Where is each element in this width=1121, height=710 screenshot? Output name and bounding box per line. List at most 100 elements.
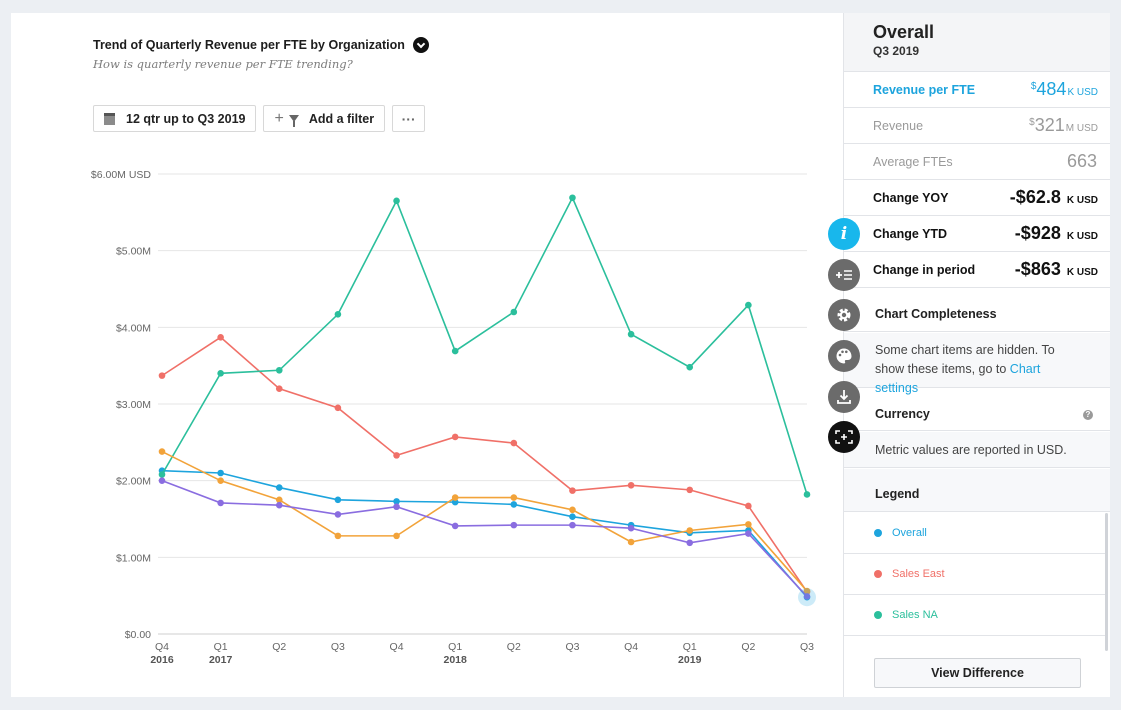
palette-icon[interactable] [828,340,860,372]
data-point [393,503,400,511]
metric-value: -$863 K USD [1014,259,1098,279]
data-point [158,372,166,379]
metric-change-yoy[interactable]: Change YOY -$62.8 K USD [844,180,1110,216]
chart-settings-link[interactable]: Chart settings [875,362,1041,395]
filter-icon [288,115,299,127]
more-options-button[interactable]: ··· [392,105,426,132]
date-range-button[interactable]: 12 qtr up to Q3 2019 [93,105,257,132]
metric-value: $321M USD [1029,115,1098,135]
chevron-down-icon[interactable] [412,37,429,53]
x-tick-label: Q4 [155,641,169,653]
series-line [161,195,808,495]
metric-value: 663 [1066,151,1097,171]
data-point [569,506,576,514]
data-point [510,439,518,447]
data-point [393,452,400,459]
legend-label: Sales East [892,568,945,580]
help-icon[interactable]: ? [1083,410,1093,420]
metric-revenue-per-fte[interactable]: Revenue per FTE $484K USD [844,72,1110,108]
y-tick-label: $6.00M USD [91,169,152,181]
currency-heading-label: Currency [875,407,930,421]
metric-label: Revenue [873,118,924,133]
legend-label: Sales NA [892,609,938,621]
chart-toolbar: 12 qtr up to Q3 2019 + Add a filter ··· [93,105,426,132]
data-point [627,330,635,338]
currency-heading: Currency ? [844,389,1110,431]
data-point [803,491,811,498]
info-icon[interactable]: i [828,218,860,250]
data-point [803,593,811,600]
data-point [686,527,694,534]
calendar-icon [104,112,115,125]
details-panel: Overall Q3 2019 Revenue per FTE $484K US… [843,13,1110,697]
data-point [686,539,694,547]
view-difference-button[interactable]: View Difference [874,658,1081,688]
legend-dot [874,529,882,537]
data-point [745,530,752,537]
metric-change-ytd[interactable]: Change YTD -$928 K USD [844,216,1110,252]
data-point [745,301,752,309]
add-list-icon[interactable] [828,259,860,291]
legend-item-sales-east[interactable]: Sales East [844,554,1106,595]
data-point [451,498,459,506]
legend-scrollbar[interactable] [1105,513,1108,651]
line-chart[interactable]: $0.00 $1.00M $2.00M $3.00M $4.00M $5.00M $6.00… [11,13,843,697]
series-line [161,336,808,593]
add-filter-button[interactable]: + Add a filter [263,105,386,132]
data-point [217,477,224,484]
series-line [161,469,808,598]
legend-item-sales-na[interactable]: Sales NA [844,595,1106,636]
focus-icon[interactable] [828,421,860,453]
data-point [745,521,752,528]
x-tick-label: Q1 [448,641,462,653]
data-point [334,532,342,540]
data-point [451,433,459,441]
data-point [510,494,518,501]
data-point [569,513,576,520]
chart-card: Trend of Quarterly Revenue per FTE by Or… [11,13,843,697]
data-point [217,334,224,341]
completeness-heading: Chart Completeness [844,289,1110,332]
data-point [451,522,459,530]
download-icon[interactable] [828,381,860,413]
data-point [393,498,400,505]
x-tick-label: Q2 [741,641,755,653]
data-point [510,501,518,508]
data-point [393,197,400,205]
x-tick-label: Q4 [624,641,638,653]
panel-header: Overall Q3 2019 [844,13,1110,72]
data-point [217,499,224,507]
data-point [275,484,283,491]
metric-value: -$62.8 K USD [1009,187,1098,207]
data-point [158,471,166,478]
chart-title-row: Trend of Quarterly Revenue per FTE by Or… [93,37,429,53]
metric-average-ftes[interactable]: Average FTEs 663 [844,144,1110,180]
y-tick-label: $1.00M [116,552,151,564]
metric-label: Change YTD [873,226,948,241]
data-point [627,524,635,532]
data-point [451,347,459,355]
data-point [627,538,635,546]
add-filter-label: Add a filter [308,111,375,126]
x-tick-label: Q3 [331,641,345,653]
panel-title: Overall [873,22,935,42]
x-tick-label: Q1 [683,641,697,653]
plus-icon: + [274,109,284,127]
data-point [217,469,224,477]
legend-label: Overall [892,527,927,539]
completeness-text: Some chart items are hidden. To show the… [875,343,1055,376]
data-point [569,487,576,494]
metric-label: Change in period [873,262,976,277]
metric-change-in-period[interactable]: Change in period -$863 K USD [844,252,1110,288]
data-point [334,404,342,412]
x-tick-label: Q1 [214,641,228,653]
y-tick-label: $3.00M [116,399,151,411]
data-point [451,494,459,501]
date-range-label: 12 qtr up to Q3 2019 [126,111,246,126]
legend-item-overall[interactable]: Overall [844,513,1106,554]
metric-label: Revenue per FTE [873,82,976,97]
data-point [158,477,166,484]
metric-revenue[interactable]: Revenue $321M USD [844,108,1110,144]
data-point [158,448,166,455]
gear-icon[interactable] [828,299,860,331]
